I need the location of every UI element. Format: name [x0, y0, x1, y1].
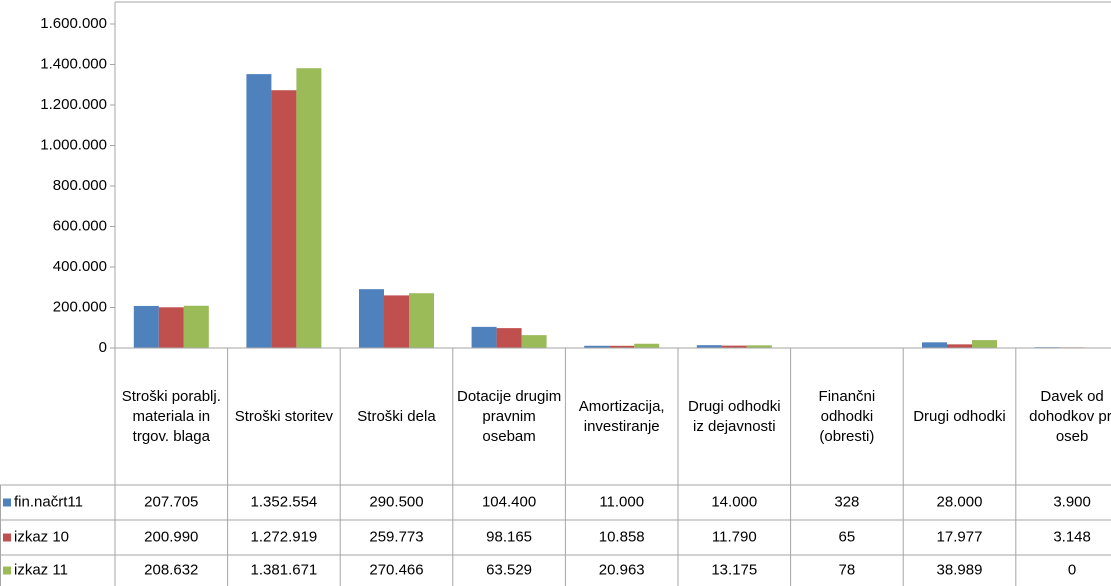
legend-label: izkaz 10 — [14, 528, 69, 545]
category-cell: Davek od dohodkov pr. oseb — [1029, 387, 1111, 445]
x-tick-label: Amortizacija, investiranje — [578, 397, 665, 435]
data-label: 200.990 — [144, 528, 198, 545]
x-tick-label: Drugi odhodki iz dejavnosti — [688, 397, 781, 435]
data-label: 207.705 — [144, 493, 198, 510]
data-label: 1.381.671 — [251, 561, 318, 578]
y-tick-label: 1.200.000 — [40, 96, 107, 113]
y-tick-label: 1.000.000 — [40, 136, 107, 153]
bar — [947, 344, 972, 348]
bar — [133, 305, 159, 348]
data-label: 20.963 — [599, 561, 645, 578]
category-cell: Stroški dela — [357, 407, 436, 425]
data-label: 1.352.554 — [251, 493, 318, 510]
data-label: 13.175 — [711, 561, 757, 578]
bar — [922, 342, 947, 348]
bar — [271, 90, 297, 349]
bar — [721, 345, 747, 348]
legend-key — [3, 498, 11, 507]
data-label: 328 — [834, 493, 859, 510]
legend-key — [3, 533, 11, 542]
bar — [696, 345, 722, 348]
data-label: 28.000 — [937, 493, 983, 510]
bar — [521, 335, 547, 348]
bar — [496, 328, 522, 348]
y-tick-label: 800.000 — [53, 177, 107, 194]
data-label: 17.977 — [937, 528, 983, 545]
data-label: 65 — [839, 528, 856, 545]
legend-key — [3, 566, 11, 575]
data-label: 11.790 — [712, 528, 757, 545]
bar — [609, 345, 635, 348]
data-label: 290.500 — [369, 493, 423, 510]
category-cell: Stroški storitev — [234, 407, 334, 425]
category-cell: Finančni odhodki (obresti) — [818, 387, 876, 445]
bar — [972, 340, 997, 348]
data-label: 14.000 — [711, 493, 757, 510]
y-tick-label: 200.000 — [53, 298, 107, 315]
x-tick-label: Stroški porablj. materiala in trgov. bla… — [121, 387, 221, 445]
data-label: 38.989 — [937, 561, 983, 578]
y-tick-label: 1.400.000 — [40, 55, 107, 72]
x-tick-label: Davek od dohodkov pr. oseb — [1029, 387, 1111, 445]
legend-label: izkaz 11 — [14, 561, 68, 578]
bar — [158, 307, 184, 348]
y-tick-label: 600.000 — [53, 217, 107, 234]
y-tick-label: 1.600.000 — [40, 15, 107, 32]
category-cell: Stroški porablj. materiala in trgov. bla… — [121, 387, 221, 445]
data-label: 98.165 — [486, 528, 532, 545]
bar — [246, 74, 272, 348]
y-tick-label: 0 — [99, 339, 107, 356]
bar — [384, 295, 409, 348]
data-label: 11.000 — [599, 493, 644, 510]
data-label: 3.900 — [1053, 493, 1091, 510]
legend-label: fin.načrt11 — [14, 493, 83, 510]
category-cell: Drugi odhodki iz dejavnosti — [688, 397, 781, 435]
x-tick-label: Dotacije drugim pravnim osebam — [456, 387, 562, 445]
category-cell: Drugi odhodki — [913, 407, 1006, 425]
bar — [471, 326, 497, 348]
bar — [359, 289, 384, 348]
y-tick-label: 400.000 — [53, 258, 107, 275]
bar — [584, 345, 610, 348]
data-label: 63.529 — [486, 561, 532, 578]
x-tick-label: Stroški storitev — [234, 407, 334, 425]
bar — [409, 293, 434, 348]
data-label: 3.148 — [1053, 528, 1091, 545]
data-label: 259.773 — [369, 528, 423, 545]
x-tick-label: Drugi odhodki — [913, 407, 1006, 425]
bar — [746, 345, 772, 348]
data-label: 104.400 — [482, 493, 536, 510]
data-label: 1.272.919 — [251, 528, 318, 545]
data-label: 270.466 — [369, 561, 423, 578]
category-cell: Amortizacija, investiranje — [578, 397, 665, 435]
data-label: 208.632 — [144, 561, 198, 578]
x-tick-label: Stroški dela — [357, 407, 436, 425]
category-cell: Dotacije drugim pravnim osebam — [456, 387, 562, 445]
bar — [296, 68, 322, 349]
bar — [183, 305, 209, 348]
bar — [634, 343, 660, 348]
data-label: 78 — [839, 561, 856, 578]
x-tick-label: Finančni odhodki (obresti) — [818, 387, 876, 445]
data-label: 0 — [1068, 561, 1076, 578]
data-label: 10.858 — [599, 528, 645, 545]
